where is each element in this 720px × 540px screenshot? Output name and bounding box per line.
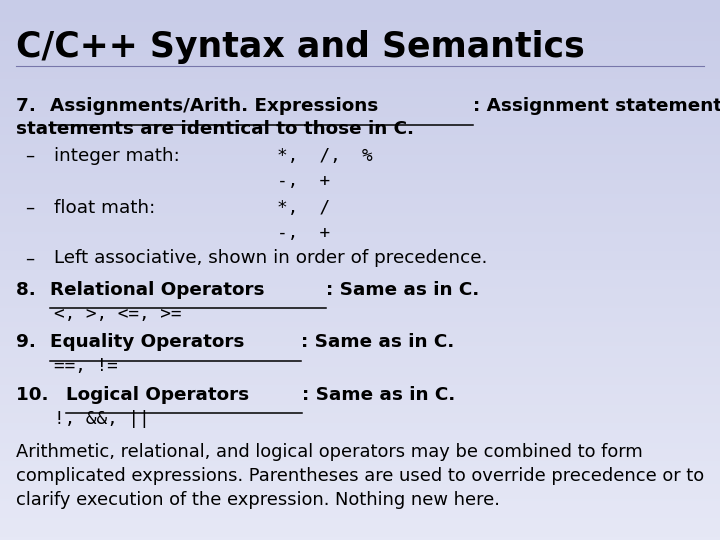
Text: : Assignment statements and arithmetic: : Assignment statements and arithmetic: [473, 97, 720, 115]
Text: Relational Operators: Relational Operators: [50, 281, 264, 299]
Text: : Same as in C.: : Same as in C.: [302, 386, 456, 403]
Text: –: –: [25, 199, 35, 217]
Text: *,  /: *, /: [277, 199, 330, 217]
Text: -,  +: -, +: [277, 224, 330, 241]
Text: !, &&, ||: !, &&, ||: [54, 410, 150, 428]
Text: Equality Operators: Equality Operators: [50, 333, 244, 351]
Text: 9.: 9.: [16, 333, 42, 351]
Text: 10.: 10.: [16, 386, 55, 403]
Text: 7.: 7.: [16, 97, 42, 115]
Text: Left associative, shown in order of precedence.: Left associative, shown in order of prec…: [54, 249, 487, 267]
Text: float math:: float math:: [54, 199, 156, 217]
Text: integer math:: integer math:: [54, 147, 180, 165]
Text: *,  /,  %: *, /, %: [277, 147, 373, 165]
Text: -,  +: -, +: [277, 172, 330, 190]
Text: statements are identical to those in C.: statements are identical to those in C.: [16, 120, 414, 138]
Text: : Same as in C.: : Same as in C.: [300, 333, 454, 351]
Text: <, >, <=, >=: <, >, <=, >=: [54, 305, 181, 323]
Text: C/C++ Syntax and Semantics: C/C++ Syntax and Semantics: [16, 30, 585, 64]
Text: 8.: 8.: [16, 281, 42, 299]
Text: : Same as in C.: : Same as in C.: [326, 281, 480, 299]
Text: ==, !=: ==, !=: [54, 357, 118, 375]
Text: –: –: [25, 249, 35, 267]
Text: –: –: [25, 147, 35, 165]
Text: Logical Operators: Logical Operators: [66, 386, 249, 403]
Text: Arithmetic, relational, and logical operators may be combined to form
complicate: Arithmetic, relational, and logical oper…: [16, 443, 704, 509]
Text: Assignments/Arith. Expressions: Assignments/Arith. Expressions: [50, 97, 378, 115]
